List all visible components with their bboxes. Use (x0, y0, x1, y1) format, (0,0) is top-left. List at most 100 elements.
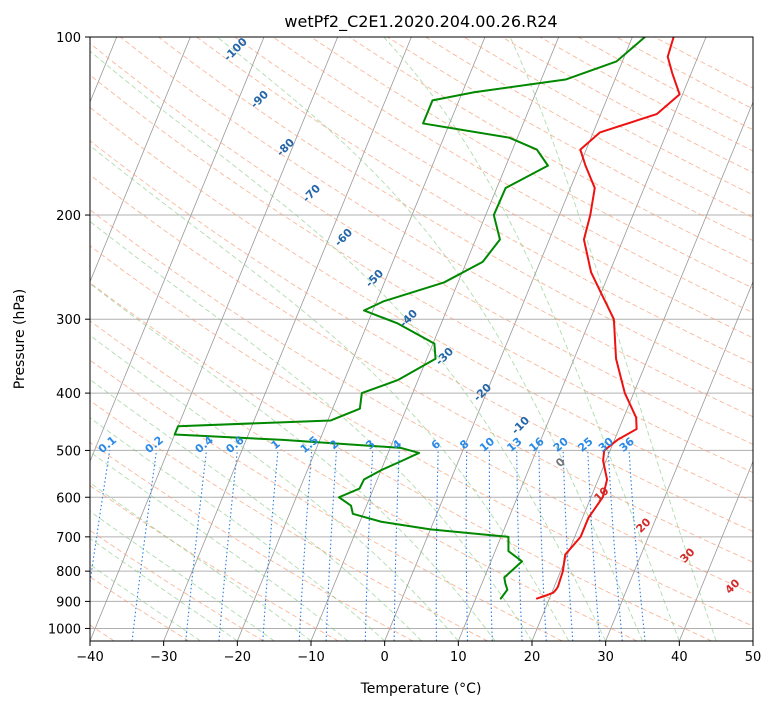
moist-adiabat-line (90, 334, 459, 641)
dry-adiabat-line (539, 37, 753, 152)
x-tick-label: 20 (524, 650, 541, 665)
chart-title: wetPf2_C2E1.2020.204.00.26.R24 (284, 12, 557, 32)
dry-adiabat-line (234, 37, 753, 339)
moist-adiabat-label: -30 (433, 345, 456, 368)
dry-adiabat-line (90, 359, 563, 641)
dry-adiabat-line (616, 37, 753, 110)
dry-adiabat-line (310, 37, 753, 289)
x-tick-label: −30 (150, 650, 177, 665)
sounding-series (173, 37, 681, 600)
moist-adiabat-line (90, 537, 238, 641)
dry-adiabat-line (90, 441, 414, 641)
mixing-ratio-line (465, 450, 469, 641)
y-tick-label: 300 (56, 313, 81, 328)
mixing-ratio-label: 6 (429, 437, 443, 452)
moist-adiabat-line (90, 145, 570, 641)
isotherm-line (752, 639, 753, 641)
isotherm-label: 30 (678, 545, 698, 565)
moist-adiabat-line (90, 417, 385, 641)
mixing-ratio-label: 10 (477, 435, 497, 455)
isotherm-line (310, 37, 560, 641)
mixing-ratio-label: 1.5 (298, 433, 321, 455)
dry-adiabat-line (90, 209, 753, 595)
dry-adiabat-line (90, 140, 753, 533)
moist-adiabat-line (216, 37, 643, 641)
dry-adiabat-line (90, 529, 264, 641)
y-tick-label: 900 (56, 595, 81, 610)
isotherm-line (90, 37, 339, 641)
isotherm-line (90, 37, 191, 283)
moist-adiabat-label: -70 (300, 182, 323, 205)
moist-adiabat-line (383, 37, 680, 641)
isotherm-label: 0 (553, 455, 568, 470)
moist-adiabat-line (509, 37, 717, 641)
isotherm-label: 20 (634, 515, 654, 535)
dry-adiabat-line (120, 37, 753, 418)
mixing-ratio-label: 0.2 (143, 433, 166, 455)
moist-adiabat-line (90, 283, 496, 641)
moist-adiabat-line (90, 451, 349, 641)
axes: −40 −30 −20 −10 0 10 20 30 40 5010020030040050060… (48, 31, 761, 665)
mixing-ratio-line (488, 450, 493, 641)
mixing-ratio-line (435, 450, 439, 641)
x-tick-label: −10 (297, 650, 324, 665)
isotherm-line (90, 37, 265, 463)
moist-adiabat-label: -90 (248, 88, 271, 111)
isotherm-line (163, 37, 412, 641)
isotherm-label: 10 (592, 484, 612, 504)
dry-adiabat-line (90, 485, 339, 641)
dry-adiabat-line (348, 37, 753, 265)
mixing-ratio-line (90, 450, 111, 587)
dry-adiabat-line (90, 42, 753, 445)
mixing-ratio-label: 30 (596, 435, 616, 455)
isotherm-line (605, 280, 753, 641)
dewpoint-profile-line (173, 37, 646, 600)
moist-adiabat-line (90, 564, 201, 641)
moist-adiabat-label: -40 (397, 307, 420, 330)
dry-adiabat-line (90, 174, 753, 563)
dry-adiabat-line (90, 245, 753, 627)
dry-adiabat-line (90, 106, 753, 503)
x-tick-label: 40 (671, 650, 688, 665)
isotherm-label: 40 (723, 576, 743, 596)
dry-adiabat-line (158, 37, 753, 391)
mixing-ratio-line (218, 450, 238, 641)
y-tick-label: 400 (56, 387, 81, 402)
line-labels: 0.1 0.2 0.4 0.6 1 1.5 2 3 4 6 8 10 13 16 20 25 30 36-100-… (96, 37, 743, 597)
moist-adiabat-line (90, 50, 607, 641)
moist-adiabat-label: -60 (332, 226, 355, 249)
moist-adiabat-line (90, 482, 312, 641)
mixing-ratio-line (262, 450, 279, 641)
y-tick-label: 500 (56, 444, 81, 459)
background-grid (90, 37, 753, 641)
dry-adiabat-line (577, 37, 753, 131)
y-tick-label: 700 (56, 531, 81, 546)
isotherm-line (678, 460, 753, 641)
mixing-ratio-line (298, 450, 313, 641)
temperature-profile-line (535, 37, 681, 600)
mixing-ratio-label: 20 (551, 435, 571, 455)
moist-adiabat-line (90, 510, 275, 641)
x-tick-label: 10 (450, 650, 467, 665)
mixing-ratio-line (185, 450, 208, 641)
moist-adiabat-label: -10 (509, 414, 532, 437)
isotherm-line (236, 37, 486, 641)
mixing-ratio-label: 13 (504, 435, 524, 455)
mixing-ratio-line (607, 450, 623, 641)
dry-adiabat-line (90, 400, 488, 641)
x-tick-label: 50 (745, 650, 762, 665)
dry-adiabat-line (90, 282, 712, 641)
mixing-ratio-line (325, 450, 338, 641)
mixing-ratio-line (131, 450, 158, 641)
isotherm-line (531, 101, 753, 641)
y-axis-label: Pressure (hPa) (12, 289, 28, 389)
x-tick-label: 0 (381, 650, 389, 665)
dry-adiabat-line (654, 37, 753, 89)
dry-adiabat-line (90, 320, 638, 641)
x-tick-label: −40 (76, 650, 103, 665)
isotherm-line (384, 37, 633, 641)
moist-adiabat-label: -80 (274, 136, 297, 159)
x-tick-label: −20 (224, 650, 251, 665)
x-tick-label: 30 (597, 650, 614, 665)
